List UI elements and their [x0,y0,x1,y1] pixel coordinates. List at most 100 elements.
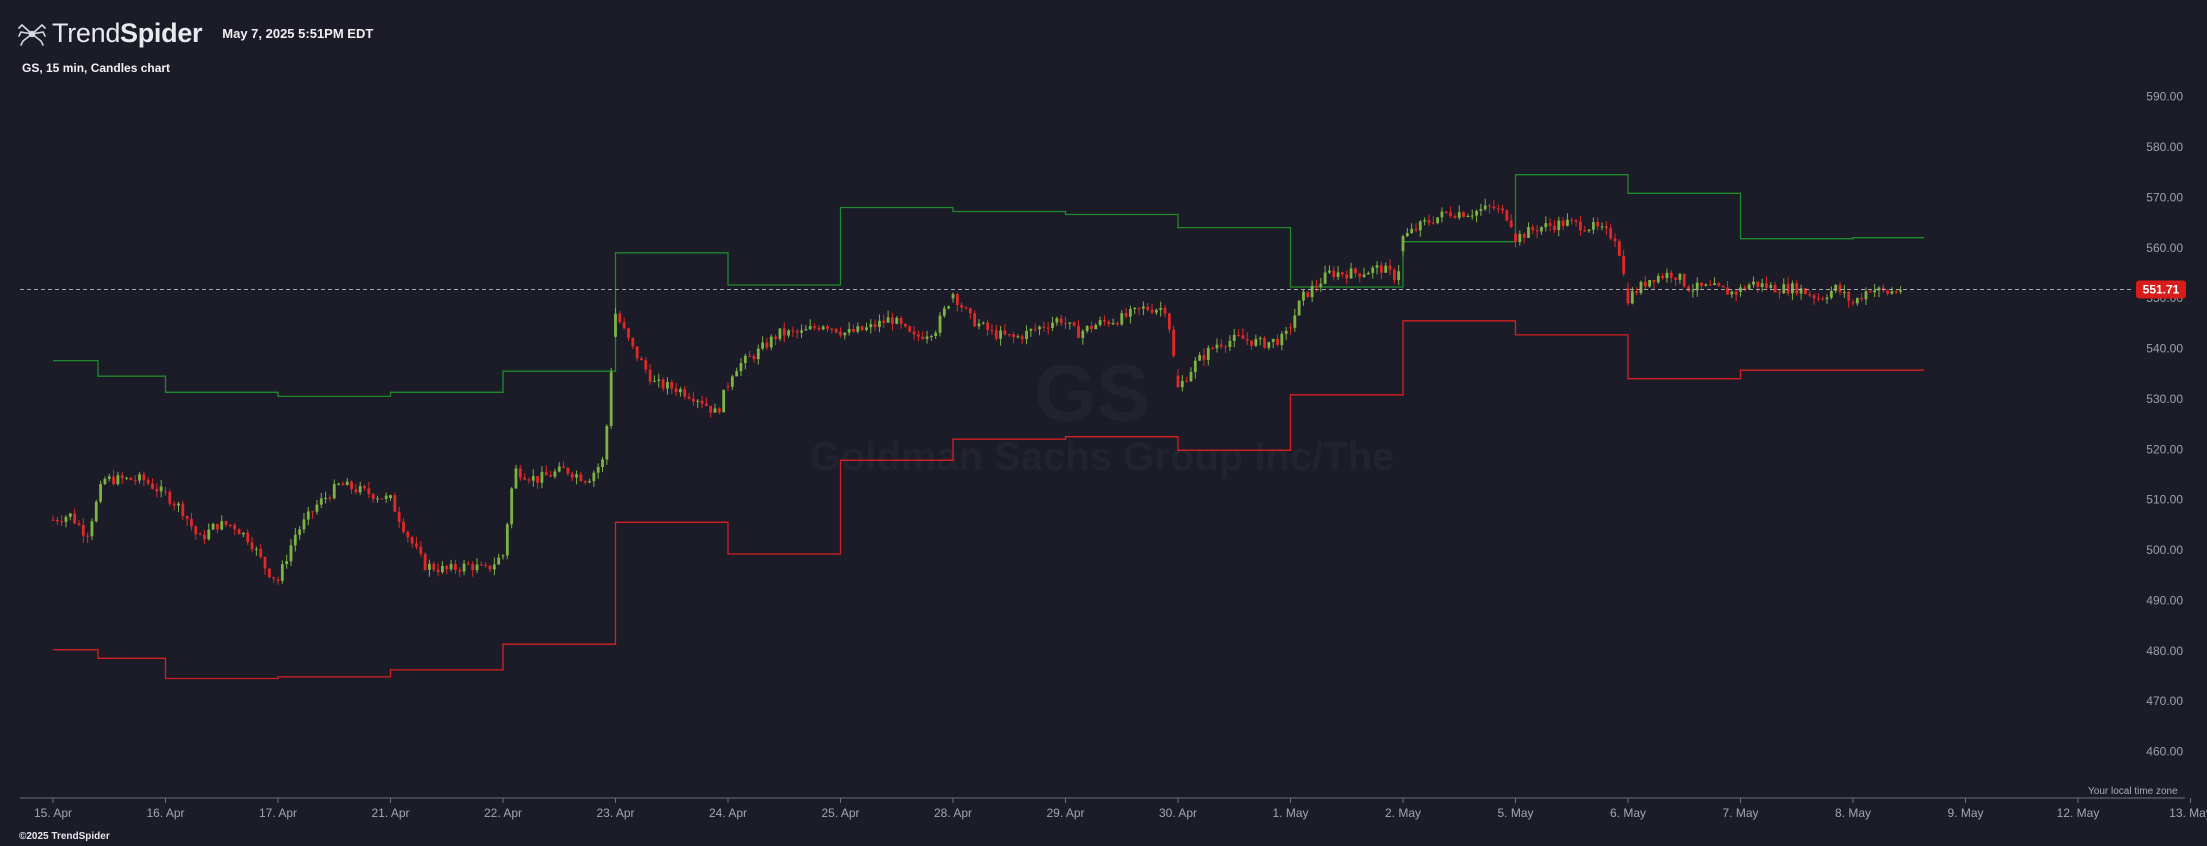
candle [588,478,591,484]
candle [1224,344,1227,354]
candle [1613,233,1617,247]
candle-body [873,324,877,328]
candle-body [1678,273,1682,280]
chart-description[interactable]: GS, 15 min, Candles chart [22,61,171,75]
candle-body [579,474,583,482]
candle [1851,299,1855,306]
candle [146,477,150,486]
candle-body [644,360,648,370]
candle [1081,328,1085,345]
candle [782,322,786,343]
x-tick-label: 12. May [2057,806,2100,820]
candle [1371,265,1375,279]
candle-body [315,504,319,512]
candle-body [112,476,115,485]
candle [237,528,241,535]
candle-body [203,534,206,540]
candle [1319,278,1323,292]
candle [1167,312,1171,333]
candle-body [1522,233,1526,238]
candle-body [1258,337,1262,340]
candle [492,557,496,576]
candle [1384,262,1388,273]
candle-body [350,481,353,490]
candle [687,392,691,401]
candle [324,491,327,504]
candle [125,476,128,480]
candle-body [1475,210,1478,216]
candle [345,477,349,486]
watermark-company-name: Goldman Sachs Group Inc/The [810,435,1395,479]
candle [423,552,427,571]
candle-body [1449,212,1452,217]
candle-body [263,556,267,569]
candle [1769,282,1773,291]
candle [142,471,146,487]
candle-body [1613,238,1617,242]
candle-body [1237,334,1240,336]
candle [1752,276,1755,288]
candle [562,461,565,468]
candle [1198,352,1202,362]
candle-body [523,477,527,480]
candle [315,500,319,515]
candle [769,334,773,351]
candle [947,305,951,310]
candle-body [449,564,453,570]
candle-body [1825,297,1829,300]
candle [77,519,81,527]
candle [479,561,483,566]
candle [1215,338,1219,353]
candle [1518,230,1522,246]
candle-body [1877,287,1881,291]
candle-body [536,476,540,483]
candle-body [1769,285,1773,288]
candle-body [1051,322,1054,328]
candle-body [895,317,899,324]
candle [895,316,899,325]
candle-body [1674,277,1677,280]
candle [1579,216,1582,236]
candle [1492,199,1496,211]
candle-body [1591,222,1595,230]
candle-body [1405,232,1409,237]
candle-body [207,529,211,540]
candle-body [1358,273,1362,277]
candle-body [1548,223,1552,226]
candle [1185,376,1189,383]
candle-body [1890,291,1894,294]
candle [1354,267,1357,278]
candle [1804,287,1807,295]
timezone-note[interactable]: Your local time zone [2088,786,2178,797]
candle [1747,282,1751,290]
trendspider-logo[interactable]: TrendSpider [18,18,203,49]
candle [1141,301,1145,316]
candle-body [1064,323,1067,325]
candle [1111,318,1115,326]
candle-body [1180,380,1184,388]
candle [1453,213,1457,219]
candle-body [250,542,254,550]
candle [1829,286,1833,300]
candle [488,565,492,572]
candle [1003,323,1007,336]
y-tick-label: 460.00 [2146,745,2183,759]
candle-body [934,332,938,336]
candle [1899,286,1902,294]
y-tick-label: 490.00 [2146,593,2183,607]
candle [813,323,816,331]
candle [185,515,189,526]
candle [1648,279,1652,288]
candle-body [138,474,141,481]
candle [1358,272,1362,283]
candle-body [1033,329,1037,331]
lower-band-line [53,320,1924,680]
candle [1051,316,1054,331]
candle-body [1488,205,1491,207]
candle-body [1068,322,1072,324]
candle [700,395,704,409]
candle-body [1159,308,1163,310]
candle [683,386,687,400]
candle-body [1505,210,1509,221]
